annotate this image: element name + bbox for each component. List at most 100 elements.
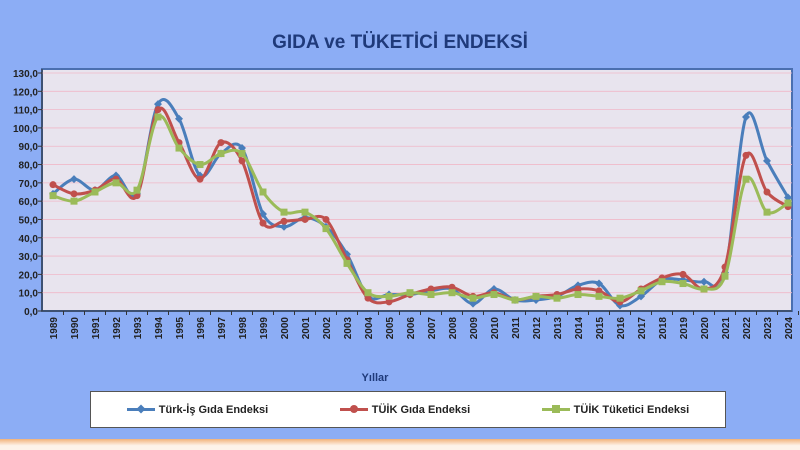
data-point	[763, 156, 771, 165]
data-point	[343, 259, 351, 267]
data-point	[238, 150, 246, 158]
data-point	[595, 287, 603, 295]
y-tick-label: 10,0	[19, 289, 39, 300]
x-tick-label: 2013	[553, 317, 564, 340]
x-tick-label: 2021	[721, 317, 732, 340]
x-tick-label: 1998	[238, 317, 249, 340]
y-tick-label: 30,0	[19, 252, 39, 263]
x-tick-label: 2005	[385, 317, 396, 340]
legend-label: TÜİK Gıda Endeksi	[371, 403, 471, 416]
data-point	[322, 225, 330, 233]
data-point	[175, 114, 183, 123]
data-point	[637, 287, 645, 295]
data-point	[217, 139, 225, 147]
data-point	[553, 294, 561, 302]
data-point	[112, 179, 120, 187]
data-point	[322, 215, 330, 223]
x-tick-label: 2020	[700, 317, 711, 340]
legend: Türk-İş Gıda Endeksi TÜİK Gıda Endeksi TÜİ…	[90, 391, 726, 428]
legend-item: Türk-İş Gıda Endeksi	[126, 403, 269, 416]
y-tick-label: 20,0	[19, 270, 39, 281]
data-point	[406, 289, 414, 297]
y-tick-label: 80,0	[19, 161, 39, 172]
data-point	[700, 285, 708, 293]
data-point	[427, 285, 435, 293]
series-line	[52, 114, 789, 302]
x-tick-label: 2017	[637, 317, 648, 340]
y-tick-label: 0,0	[24, 307, 38, 318]
x-tick-label: 2007	[427, 317, 438, 340]
data-point	[490, 291, 498, 299]
x-tick-label: 1995	[175, 317, 186, 340]
data-point	[742, 151, 750, 159]
data-point	[364, 294, 372, 302]
x-tick-label: 2008	[448, 317, 459, 340]
y-tick-label: 90,0	[19, 142, 39, 153]
y-tick-label: 110,0	[14, 106, 39, 117]
data-point	[595, 292, 603, 300]
data-point	[280, 222, 288, 231]
data-point	[784, 199, 792, 207]
data-point	[448, 283, 456, 291]
x-tick-label: 2001	[301, 317, 312, 340]
data-point	[763, 188, 771, 196]
data-point	[469, 294, 477, 302]
y-tick-label: 50,0	[19, 215, 39, 226]
x-tick-label: 2014	[574, 317, 585, 340]
x-tick-label: 2010	[490, 317, 501, 340]
data-point	[385, 292, 393, 300]
series-line	[52, 97, 790, 308]
x-tick-label: 2015	[595, 317, 606, 340]
chart-title: GIDA ve TÜKETİCİ ENDEKSİ	[272, 32, 528, 53]
data-point	[238, 157, 246, 165]
x-tick-label: 2000	[280, 317, 291, 340]
data-point	[259, 219, 267, 227]
x-tick-label: 2004	[364, 317, 375, 340]
data-point	[154, 113, 162, 121]
data-point	[280, 208, 288, 216]
legend-swatch	[339, 405, 368, 413]
x-tick-label: 1996	[196, 317, 207, 340]
x-tick-label: 1989	[49, 317, 60, 340]
x-tick-label: 2024	[784, 317, 795, 340]
data-point	[217, 150, 225, 158]
x-tick-label: 2002	[322, 317, 333, 340]
data-point	[196, 175, 204, 183]
y-tick-label: 130,0	[13, 69, 38, 80]
legend-swatch	[541, 405, 570, 413]
x-tick-label: 1992	[112, 317, 123, 340]
y-tick-label: 120,0	[13, 87, 38, 98]
x-tick-label: 1991	[91, 317, 102, 340]
x-tick-label: 2003	[343, 317, 354, 340]
data-point	[574, 291, 582, 299]
x-tick-label: 1999	[259, 317, 270, 340]
data-point	[532, 292, 540, 300]
x-tick-label: 1997	[217, 317, 228, 340]
data-point	[742, 112, 750, 121]
data-point	[301, 208, 309, 216]
legend-swatch	[126, 404, 155, 414]
data-point	[742, 175, 750, 183]
x-tick-label: 2011	[511, 317, 522, 339]
data-point	[763, 208, 771, 216]
legend-label: Türk-İş Gıda Endeksi	[158, 403, 269, 416]
data-point	[679, 270, 687, 278]
x-tick-label: 2019	[679, 317, 690, 340]
x-tick-label: 2022	[742, 317, 753, 340]
x-tick-label: 2023	[763, 317, 774, 340]
data-point	[448, 289, 456, 297]
data-point	[385, 298, 393, 306]
line-chart: 0,0 10,0 20,0 30,0 40,0 50,0 60,0 70,0 80,0 90,0 1…	[13, 68, 799, 384]
data-point	[175, 144, 183, 152]
data-point	[70, 190, 78, 198]
x-tick-label: 1993	[133, 317, 144, 340]
x-tick-label: 1994	[154, 317, 165, 340]
data-point	[658, 278, 666, 286]
data-point	[154, 106, 162, 114]
data-point	[721, 272, 729, 280]
data-point	[49, 181, 57, 189]
y-tick-label: 60,0	[19, 197, 39, 208]
data-point	[364, 289, 372, 297]
data-point	[427, 291, 435, 299]
x-tick-label: 2016	[616, 317, 627, 340]
